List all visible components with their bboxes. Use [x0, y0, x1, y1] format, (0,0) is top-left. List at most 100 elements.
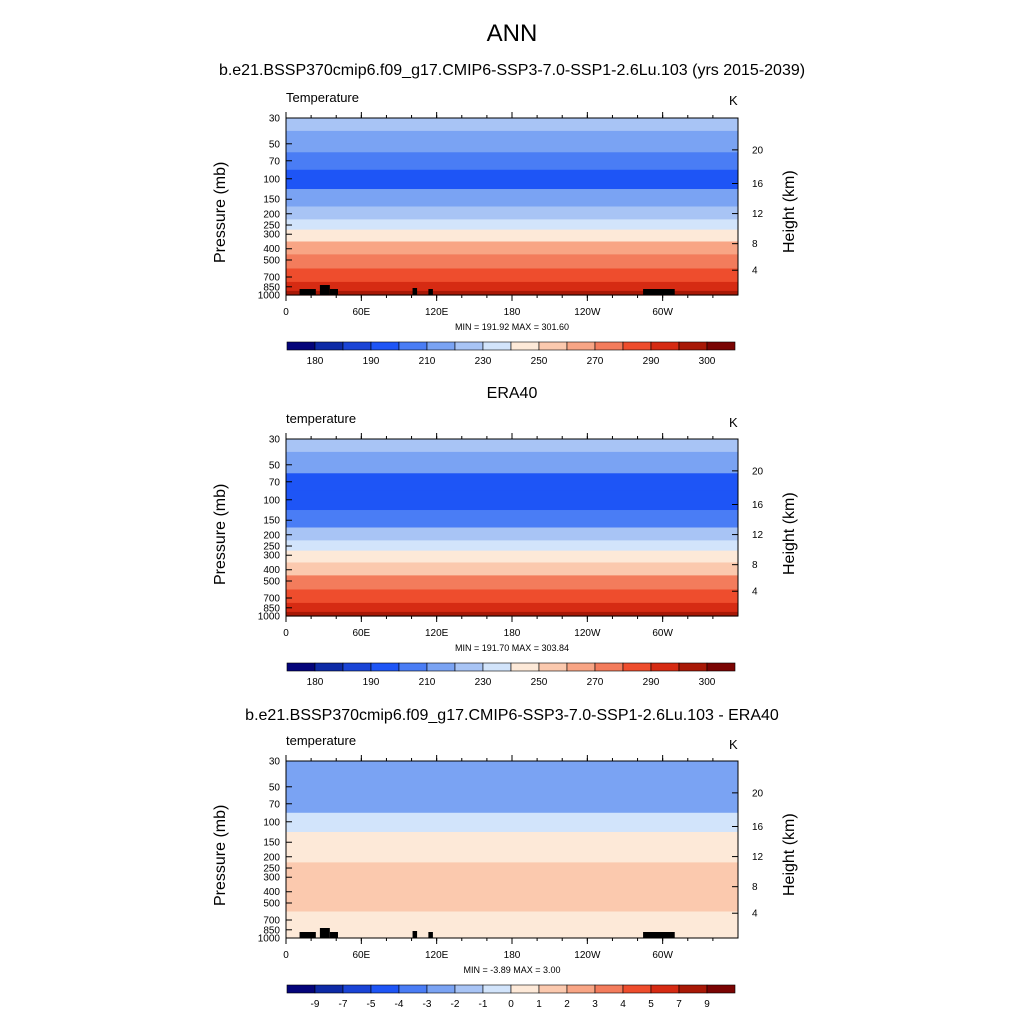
colorbar-label: 180	[307, 356, 324, 367]
colorbar-label: 270	[587, 356, 604, 367]
colorbar-label: 5	[648, 999, 654, 1010]
band-250mb	[286, 219, 738, 231]
y-tick-label: 200	[263, 209, 280, 220]
colorbar-label: 250	[531, 356, 548, 367]
x-tick-label: 120E	[425, 628, 449, 639]
right-tick-label: 8	[752, 882, 758, 893]
y-tick-label: 400	[263, 565, 280, 576]
band-100mb	[286, 490, 738, 511]
panel1-title: b.e21.BSSP370cmip6.f09_g17.CMIP6-SSP3-7.…	[218, 62, 806, 79]
topography-block	[299, 289, 316, 295]
colorbar-swatch	[370, 984, 400, 994]
right-tick-label: 12	[752, 530, 764, 541]
colorbar-label: 190	[363, 356, 380, 367]
colorbar-label: 7	[676, 999, 682, 1010]
colorbar-label: -7	[339, 999, 348, 1010]
band-100mb	[286, 812, 738, 833]
right-tick-label: 16	[752, 822, 764, 833]
colorbar-swatch	[314, 984, 344, 994]
right-tick-label: 16	[752, 500, 764, 511]
colorbar-swatch	[286, 341, 316, 351]
panel2-colorbar: 180 190 210 230 250 270 290 300	[286, 662, 736, 688]
colorbar-swatch	[594, 341, 624, 351]
colorbar-swatch	[650, 662, 680, 672]
y-tick-label: 700	[263, 915, 280, 926]
colorbar-swatch	[314, 341, 344, 351]
panel3-variable-label: temperature	[286, 733, 357, 748]
band-50mb	[286, 773, 738, 796]
panel1-minmax: MIN = 191.92 MAX = 301.60	[454, 322, 570, 332]
right-tick-label: 20	[752, 788, 764, 799]
panel2-variable-label: temperature	[286, 411, 357, 426]
right-tick-label: 16	[752, 179, 764, 190]
colorbar-swatch	[566, 341, 596, 351]
colorbar-label: 250	[531, 677, 548, 688]
colorbar-label: 300	[699, 677, 716, 688]
right-tick-label: 12	[752, 209, 764, 220]
colorbar-swatch	[566, 662, 596, 672]
colorbar-label: 290	[643, 356, 660, 367]
topography-block	[319, 928, 330, 938]
colorbar-label: -2	[451, 999, 460, 1010]
colorbar-label: 230	[475, 356, 492, 367]
colorbar-label: 1	[536, 999, 542, 1010]
y-tick-label: 400	[263, 887, 280, 898]
topography-block	[643, 289, 675, 295]
band-70mb	[286, 473, 738, 492]
colorbar-label: 210	[419, 677, 436, 688]
colorbar-label: -5	[367, 999, 376, 1010]
band-1000mb	[286, 611, 738, 617]
colorbar-label: 210	[419, 356, 436, 367]
colorbar-swatch	[286, 984, 316, 994]
colorbar-swatch	[594, 662, 624, 672]
band-300mb	[286, 872, 738, 886]
colorbar-swatch	[482, 341, 512, 351]
x-tick-label: 0	[283, 628, 289, 639]
colorbar-label: 0	[508, 999, 514, 1010]
colorbar-swatch	[678, 662, 708, 672]
band-50mb	[286, 451, 738, 474]
x-tick-label: 0	[283, 950, 289, 961]
right-tick-label: 4	[752, 266, 758, 277]
colorbar-swatch	[622, 341, 652, 351]
panel3-colorbar: -9 -7 -5 -4 -3 -2 -1 0 1 2 3 4 5 7 9	[286, 984, 736, 1010]
y-tick-label: 30	[269, 114, 281, 125]
right-tick-label: 8	[752, 560, 758, 571]
colorbar-swatch	[510, 341, 540, 351]
colorbar-swatch	[650, 341, 680, 351]
band-100mb	[286, 169, 738, 190]
topography-block	[329, 932, 338, 938]
y-tick-label: 400	[263, 244, 280, 255]
x-tick-label: 180	[504, 307, 521, 318]
band-250mb	[286, 862, 738, 874]
x-tick-label: 120W	[574, 628, 601, 639]
colorbar-label: 270	[587, 677, 604, 688]
x-tick-label: 120W	[574, 950, 601, 961]
colorbar-swatch	[398, 341, 428, 351]
band-150mb	[286, 510, 738, 529]
y-tick-label: 1000	[258, 934, 281, 945]
band-300mb	[286, 229, 738, 243]
colorbar-swatch	[482, 662, 512, 672]
panel3-minmax: MIN = -3.89 MAX = 3.00	[463, 965, 561, 975]
colorbar-swatch	[706, 662, 736, 672]
colorbar-swatch	[342, 662, 372, 672]
panel2-title: ERA40	[486, 385, 538, 402]
colorbar-label: -4	[395, 999, 404, 1010]
colorbar-swatch	[594, 984, 624, 994]
colorbar-label: -9	[311, 999, 320, 1010]
y-tick-label: 300	[263, 551, 280, 562]
colorbar-label: 4	[620, 999, 626, 1010]
topography-block	[428, 289, 433, 295]
y-tick-label: 700	[263, 593, 280, 604]
y-tick-label: 150	[263, 516, 280, 527]
y-tick-label: 100	[263, 174, 280, 185]
y-tick-label: 30	[269, 757, 281, 768]
right-tick-label: 8	[752, 239, 758, 250]
y-tick-label: 500	[263, 899, 280, 910]
y-tick-label: 1000	[258, 612, 281, 623]
x-tick-label: 60E	[352, 307, 370, 318]
panel1-variable-label: Temperature	[286, 90, 359, 105]
colorbar-label: 3	[592, 999, 598, 1010]
panel1-colorbar: 180 190 210 230 250 270 290 300	[286, 341, 736, 367]
